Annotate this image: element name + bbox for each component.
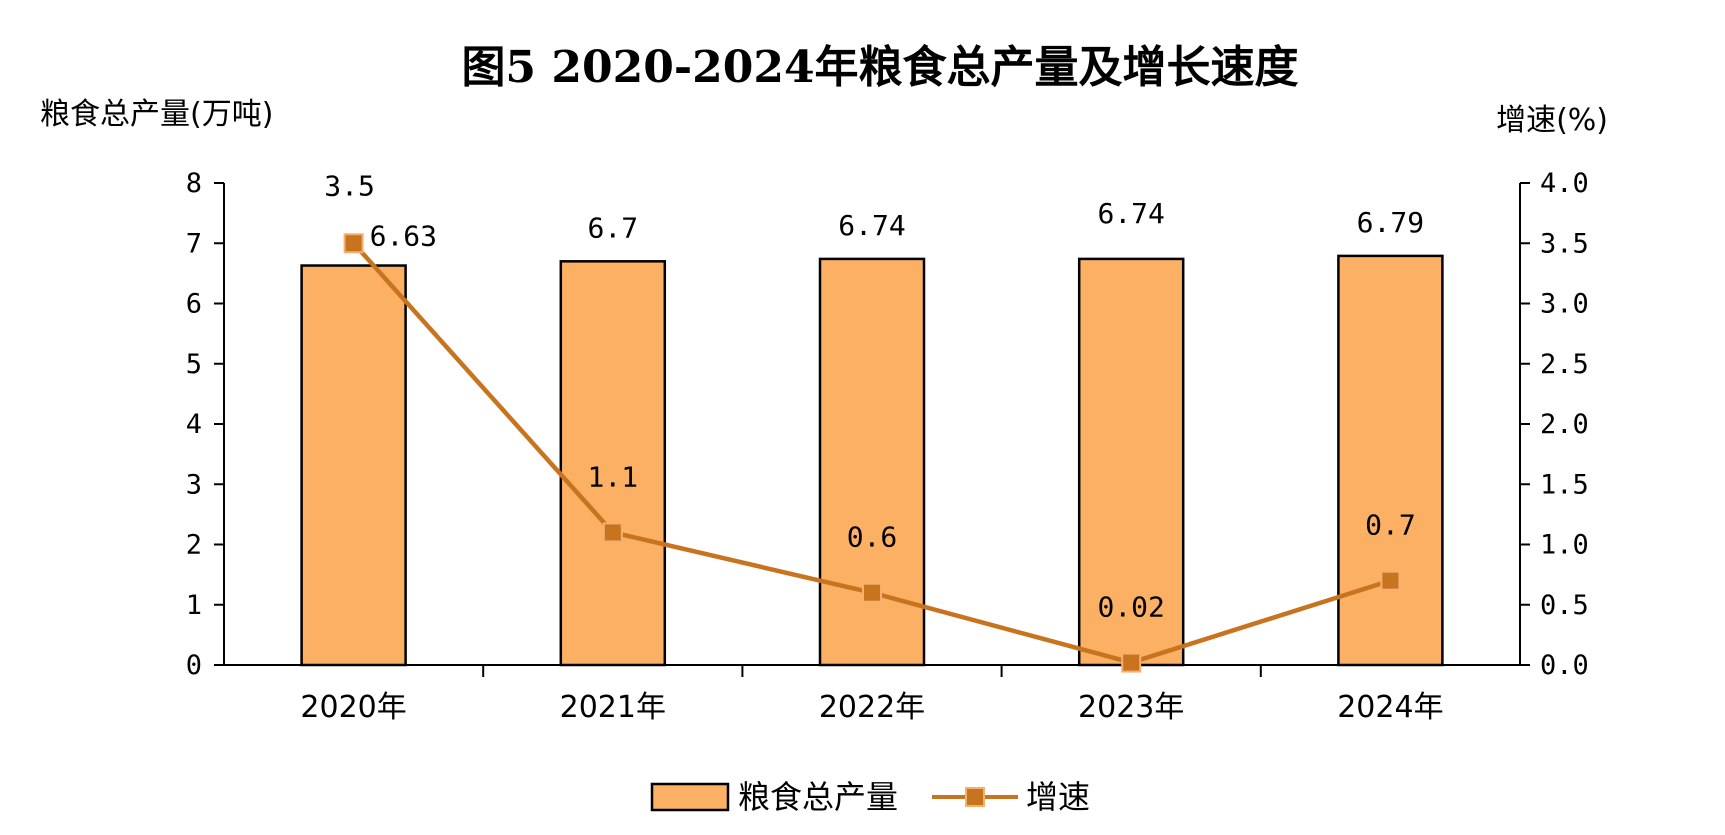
legend-line-marker (965, 787, 985, 807)
y-tick-label: 2 (186, 530, 202, 561)
data-labels: 6.63 6.7 6.74 6.74 6.79 3.5 1.1 0.6 0.02 0.7 (324, 169, 1424, 623)
line-point (602, 522, 623, 543)
y2-tick-label: 2.5 (1540, 349, 1589, 380)
line-point (343, 233, 364, 254)
bar (1077, 257, 1185, 667)
y2-tick-label: 1.5 (1540, 469, 1589, 500)
x-tick-label: 2022年 (819, 690, 925, 725)
y2-tick-label: 0.0 (1540, 650, 1589, 681)
line-point (1121, 652, 1142, 673)
y-tick-label: 0 (186, 650, 202, 681)
bar-data-label: 6.74 (838, 209, 905, 242)
y-tick-label: 7 (186, 228, 202, 259)
bar (1337, 254, 1444, 667)
y2-axis-title: 增速(%) (1496, 103, 1608, 138)
chart-title: 图5 2020-2024年粮食总产量及增长速度 (461, 42, 1298, 93)
legend-bar-label: 粮食总产量 (738, 778, 898, 816)
line-series (343, 233, 1401, 673)
y2-tick-label: 3.5 (1540, 228, 1589, 259)
line-data-label: 0.02 (1097, 591, 1164, 624)
line-data-label: 1.1 (588, 460, 639, 493)
y-tick-label: 1 (186, 590, 202, 621)
line-point (1380, 570, 1401, 591)
bar (300, 264, 407, 667)
bar-data-label: 6.74 (1097, 197, 1164, 230)
bar-data-label: 6.79 (1357, 206, 1424, 239)
line-data-label: 0.7 (1365, 509, 1416, 542)
y2-tick-label: 4.0 (1540, 168, 1589, 199)
y2-tick-label: 3.0 (1540, 289, 1589, 320)
bar (559, 260, 667, 667)
y-tick-label: 4 (186, 409, 202, 440)
y-tick-label: 5 (186, 349, 202, 380)
legend: 粮食总产量 增速 (650, 778, 1090, 816)
x-tick-label: 2020年 (300, 690, 406, 725)
y2-tick-label: 0.5 (1540, 590, 1589, 621)
y-tick-label: 3 (186, 469, 202, 500)
x-tick-label: 2024年 (1337, 690, 1443, 725)
bar-data-label: 6.7 (588, 211, 639, 244)
bar-data-label: 6.63 (370, 220, 437, 253)
y-tick-label: 8 (186, 168, 202, 199)
axes: 0 1 2 3 4 5 6 7 8 0.0 0.5 1.0 1.5 2.0 2.5 3.0 3.5 4.0 2020… (186, 168, 1589, 725)
x-tick-label: 2021年 (560, 690, 666, 725)
y-tick-label: 6 (186, 289, 202, 320)
line-point (862, 582, 882, 603)
y2-tick-label: 1.0 (1540, 530, 1589, 561)
line-data-label: 0.6 (847, 521, 898, 554)
bar-series (300, 254, 1444, 667)
y2-tick-label: 2.0 (1540, 409, 1589, 440)
legend-line-label: 增速 (1026, 778, 1090, 816)
legend-bar-swatch (650, 782, 730, 812)
line-data-label: 3.5 (324, 169, 375, 202)
x-tick-label: 2023年 (1078, 690, 1184, 725)
y-axis-title: 粮食总产量(万吨) (40, 97, 273, 132)
